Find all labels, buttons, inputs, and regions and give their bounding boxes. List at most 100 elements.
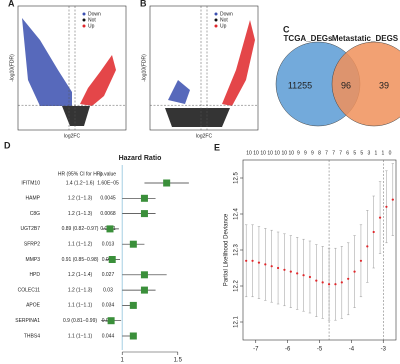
legend-swatch bbox=[82, 24, 86, 28]
x-tick-label: -6 bbox=[285, 347, 291, 353]
volcano-a-clouds bbox=[22, 18, 116, 126]
legend-swatch bbox=[214, 18, 218, 22]
cv-point bbox=[366, 245, 369, 248]
hr-square bbox=[108, 256, 116, 263]
cv-point bbox=[264, 263, 267, 266]
top-label: 10 bbox=[260, 150, 266, 156]
top-label: 10 bbox=[281, 150, 287, 156]
cv-point bbox=[340, 281, 343, 284]
top-label: 7 bbox=[325, 150, 328, 156]
p-value: 0.03 bbox=[103, 287, 113, 293]
p-value: 0.0068 bbox=[100, 211, 116, 217]
cv-point bbox=[270, 265, 273, 268]
gene-name: C8G bbox=[30, 211, 40, 217]
cloud-up bbox=[80, 55, 116, 106]
gene-name: HAMP bbox=[26, 196, 41, 202]
legend-label: Up bbox=[220, 23, 227, 29]
panel-label: B bbox=[140, 0, 147, 8]
top-label: 7 bbox=[332, 150, 335, 156]
hr-square bbox=[129, 332, 137, 340]
plot-frame bbox=[17, 5, 127, 131]
p-value: 0.044 bbox=[102, 333, 115, 339]
cv-point bbox=[276, 266, 280, 270]
panel-label: E bbox=[214, 142, 220, 152]
top-label: 3 bbox=[367, 150, 370, 156]
x-tick-label: 1.5 bbox=[174, 358, 183, 364]
top-label: 0 bbox=[389, 150, 392, 156]
legend-label: Up bbox=[88, 23, 95, 29]
x-tick-label: -5 bbox=[317, 347, 323, 353]
gene-name: UGT2B7 bbox=[21, 226, 41, 232]
cv-point bbox=[385, 205, 388, 208]
cloud-not bbox=[165, 108, 230, 127]
y-tick-label: 12.4 bbox=[234, 208, 240, 220]
x-axis-label: log2FC bbox=[64, 133, 81, 139]
top-label: 8 bbox=[318, 150, 321, 156]
cv-point bbox=[378, 216, 382, 219]
legend-swatch bbox=[82, 18, 86, 22]
hr-square bbox=[140, 271, 148, 279]
hr-square bbox=[140, 194, 148, 202]
cv-point bbox=[302, 274, 305, 277]
top-label: 10 bbox=[253, 150, 259, 156]
hr-label: 1.1 (1−1.1) bbox=[68, 303, 93, 309]
set-count: 11255 bbox=[288, 80, 312, 90]
x-tick-label: -7 bbox=[253, 347, 259, 353]
gene-name: SERPINA1 bbox=[15, 318, 40, 324]
hr-label: 1.4 (1.2−1.6) bbox=[66, 180, 95, 186]
top-label: 10 bbox=[267, 150, 273, 156]
cv-point bbox=[391, 198, 394, 201]
top-label: 10 bbox=[274, 150, 280, 156]
cloud-not bbox=[62, 106, 90, 126]
top-label: 7 bbox=[339, 150, 342, 156]
legend-swatch bbox=[214, 12, 218, 16]
set-name: TCGA_DEGs bbox=[284, 34, 333, 43]
cv-point bbox=[372, 230, 375, 234]
cv-point bbox=[353, 270, 356, 273]
top-label: 10 bbox=[246, 150, 252, 156]
hr-square bbox=[129, 301, 137, 309]
y-tick-label: 12.3 bbox=[234, 244, 240, 256]
hr-label: 0.89 (0.82−0.97) bbox=[62, 226, 99, 232]
column-header: HR (95% CI for HR) bbox=[58, 171, 103, 177]
legend-label: Down bbox=[220, 11, 233, 17]
cv-point bbox=[327, 283, 331, 286]
hr-label: 1.2 (1−1.3) bbox=[68, 211, 93, 217]
cv-point bbox=[296, 272, 299, 275]
hr-square bbox=[106, 225, 114, 233]
top-label: 9 bbox=[297, 150, 300, 156]
panel-label: C bbox=[283, 24, 290, 34]
panel-label: A bbox=[8, 0, 15, 8]
gene-name: IFITM10 bbox=[21, 180, 40, 186]
y-tick-label: 12.1 bbox=[234, 316, 240, 328]
venn-circle bbox=[331, 41, 400, 127]
cv-point bbox=[334, 283, 337, 286]
gene-name: THBS4 bbox=[24, 333, 40, 339]
cv-point bbox=[359, 259, 363, 262]
plot-frame bbox=[149, 5, 259, 131]
column-header: p.value bbox=[100, 171, 116, 177]
set-name: Metastatic_DEGS bbox=[332, 34, 399, 43]
cv-point bbox=[321, 281, 324, 284]
hr-label: 0.91 (0.85−0.98) bbox=[62, 257, 99, 263]
plot-frame bbox=[242, 159, 397, 341]
set-count: 39 bbox=[379, 80, 389, 90]
forest-title: Hazard Ratio bbox=[119, 155, 162, 162]
top-label: 1 bbox=[382, 150, 385, 156]
cv-point bbox=[308, 275, 312, 279]
top-label: 1 bbox=[375, 150, 378, 156]
p-value: 0.027 bbox=[102, 272, 115, 278]
cv-point bbox=[257, 261, 261, 264]
hr-label: 1.1 (1−1.2) bbox=[68, 242, 93, 248]
volcano-b-clouds bbox=[165, 20, 255, 127]
p-value: 0.034 bbox=[102, 303, 115, 309]
cv-point bbox=[251, 259, 254, 262]
cv-point bbox=[315, 279, 318, 282]
gene-name: SFRP2 bbox=[24, 242, 40, 248]
top-label: 6 bbox=[346, 150, 349, 156]
hr-square bbox=[140, 286, 148, 294]
top-label: 5 bbox=[360, 150, 363, 156]
hr-square bbox=[140, 210, 148, 218]
legend-label: Down bbox=[88, 11, 101, 17]
